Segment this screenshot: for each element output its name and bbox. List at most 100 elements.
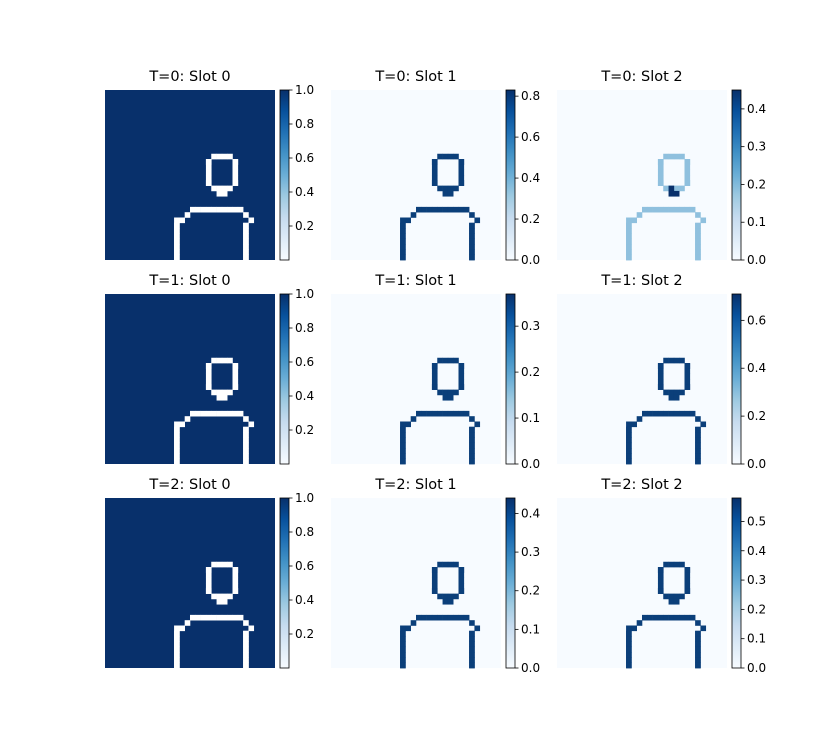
panel-0: T=0: Slot 0 0.2 0.4 0.6 0.8 1.0: [105, 69, 314, 261]
heatmap-cell: [695, 212, 701, 218]
heatmap-cell: [431, 572, 438, 578]
panel-title: T=0: Slot 0: [148, 69, 230, 85]
heatmap-cell: [695, 657, 701, 663]
heatmap-cell: [416, 614, 422, 621]
heatmap-background: [557, 90, 727, 260]
heatmap-cell: [431, 583, 438, 589]
heatmap-cell: [200, 614, 207, 621]
heatmap-cell: [431, 577, 438, 584]
heatmap-cell: [695, 641, 701, 648]
heatmap-cell: [243, 620, 249, 626]
heatmap-background: [331, 90, 501, 260]
heatmap-cell: [673, 190, 680, 197]
heatmap-cell: [205, 577, 212, 584]
heatmap-cell: [442, 410, 449, 417]
heatmap-cell: [458, 169, 465, 176]
heatmap-background: [105, 90, 275, 260]
heatmap-cell: [469, 662, 475, 669]
heatmap-cell: [626, 228, 632, 234]
heatmap-cell: [668, 561, 675, 568]
heatmap-cell: [205, 583, 212, 589]
heatmap-cell: [416, 410, 422, 417]
heatmap-cell: [652, 410, 659, 417]
heatmap-cell: [626, 625, 632, 632]
heatmap-cell: [400, 442, 406, 449]
heatmap-cell: [200, 410, 207, 417]
heatmap-cell: [668, 593, 675, 600]
heatmap-cell: [442, 206, 449, 213]
heatmap-cell: [248, 421, 255, 428]
heatmap-cell: [431, 567, 438, 573]
heatmap-cell: [458, 410, 465, 417]
heatmap-cell: [442, 190, 449, 197]
heatmap-cell: [232, 588, 239, 594]
heatmap-cell: [431, 180, 438, 186]
heatmap-background: [557, 294, 727, 464]
colorbar: [279, 497, 290, 669]
heatmap-cell: [626, 249, 632, 255]
colorbar-tick-label: 0.8: [295, 525, 314, 539]
heatmap-cell: [211, 593, 217, 600]
heatmap-cell: [400, 458, 406, 465]
heatmap-cell: [232, 583, 239, 589]
heatmap-cell: [695, 636, 701, 642]
heatmap-cell: [673, 614, 680, 621]
heatmap-cell: [469, 222, 475, 229]
heatmap-cell: [243, 416, 249, 422]
heatmap-cell: [211, 153, 217, 160]
colorbar-tick-label: 1.0: [295, 83, 314, 97]
heatmap-cell: [174, 636, 180, 642]
heatmap-cell: [474, 217, 481, 224]
heatmap-cell: [447, 561, 454, 568]
heatmap-cell: [652, 614, 659, 621]
heatmap-cell: [453, 593, 459, 600]
heatmap-cell: [442, 598, 449, 605]
heatmap-cell: [657, 583, 664, 589]
heatmap-cell: [221, 389, 228, 396]
heatmap-cell: [232, 567, 239, 573]
heatmap-cell: [657, 572, 664, 578]
heatmap-cell: [679, 357, 685, 364]
heatmap-cell: [442, 561, 449, 568]
heatmap-cell: [689, 206, 696, 213]
heatmap-cell: [679, 206, 685, 213]
heatmap-background: [331, 498, 501, 668]
colorbar: [731, 89, 742, 261]
heatmap-cell: [469, 437, 475, 444]
heatmap-cell: [205, 572, 212, 578]
heatmap-cell: [400, 630, 406, 637]
heatmap-cell: [469, 453, 475, 459]
heatmap-cell: [216, 185, 223, 192]
heatmap-cell: [673, 185, 680, 192]
panel-3: T=1: Slot 0 0.2 0.4 0.6 0.8 1.0: [105, 273, 314, 465]
heatmap-cell: [700, 625, 707, 632]
heatmap-cell: [221, 185, 228, 192]
heatmap-cell: [221, 206, 228, 213]
heatmap-cell: [458, 384, 465, 390]
heatmap-cell: [227, 614, 233, 621]
heatmap-cell: [174, 432, 180, 438]
colorbar-tick-label: 0.4: [521, 171, 540, 185]
colorbar-tick-label: 0.8: [521, 89, 540, 103]
heatmap-cell: [458, 180, 465, 186]
heatmap-cell: [437, 357, 443, 364]
heatmap-cell: [657, 577, 664, 584]
heatmap-cell: [426, 410, 433, 417]
heatmap-cell: [179, 421, 185, 428]
heatmap-cell: [174, 662, 180, 669]
colorbar-tick-label: 0.1: [521, 411, 540, 425]
heatmap-cell: [447, 593, 454, 600]
heatmap-cell: [626, 657, 632, 663]
heatmap-cell: [174, 217, 180, 224]
heatmap-cell: [684, 379, 691, 385]
heatmap-cell: [437, 410, 443, 417]
heatmap-cell: [174, 458, 180, 465]
heatmap-cell: [447, 389, 454, 396]
heatmap-cell: [684, 567, 691, 573]
heatmap-cell: [447, 357, 454, 364]
heatmap-cell: [437, 614, 443, 621]
heatmap-cell: [626, 630, 632, 637]
colorbar-tick-label: 1.0: [295, 491, 314, 505]
heatmap-cell: [458, 373, 465, 380]
